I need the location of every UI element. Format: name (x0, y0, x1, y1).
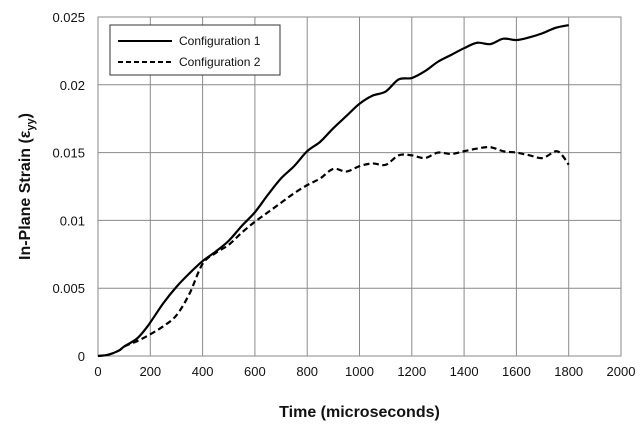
x-tick-label: 600 (244, 364, 266, 379)
y-tick-label: 0.015 (52, 146, 85, 161)
x-tick-label: 1000 (345, 364, 374, 379)
x-tick-label: 1200 (397, 364, 426, 379)
y-axis-title-subscript: yy (25, 117, 37, 130)
y-tick-label: 0.025 (52, 10, 85, 25)
x-tick-label: 800 (296, 364, 318, 379)
x-axis-title: Time (microseconds) (279, 404, 440, 421)
x-tick-label: 400 (192, 364, 214, 379)
plot-area-border (97, 16, 622, 357)
y-tick-label: 0 (78, 349, 85, 364)
legend-label-configuration-1: Configuration 1 (179, 34, 261, 48)
y-axis-title-symbol: ε (17, 130, 34, 138)
legend-box (109, 24, 281, 76)
x-tick-label: 1400 (450, 364, 479, 379)
x-tick-label: 0 (94, 364, 101, 379)
x-tick-label: 2000 (607, 364, 636, 379)
legend: Configuration 1 Configuration 2 (109, 24, 281, 76)
legend-label-configuration-2: Configuration 2 (179, 55, 261, 69)
series-line-configuration-1 (97, 24, 569, 358)
x-tick-label: 200 (139, 364, 161, 379)
x-axis-ticks: 0 200 400 600 800 1000 1200 1400 1600 1800 2000 (94, 364, 635, 379)
y-axis-title-suffix: ) (17, 113, 34, 118)
series-lines (97, 24, 570, 358)
y-axis-title: In-Plane Strain (εyy) (17, 113, 37, 260)
series-line-configuration-2 (97, 145, 570, 358)
y-tick-label: 0.005 (52, 281, 85, 296)
y-axis-title-prefix: In-Plane Strain ( (17, 138, 34, 260)
y-tick-label: 0.01 (60, 213, 85, 228)
y-axis-ticks: 0 0.005 0.01 0.015 0.02 0.025 (52, 10, 85, 364)
x-tick-label: 1600 (502, 364, 531, 379)
x-tick-label: 1800 (554, 364, 583, 379)
y-tick-label: 0.02 (60, 78, 85, 93)
